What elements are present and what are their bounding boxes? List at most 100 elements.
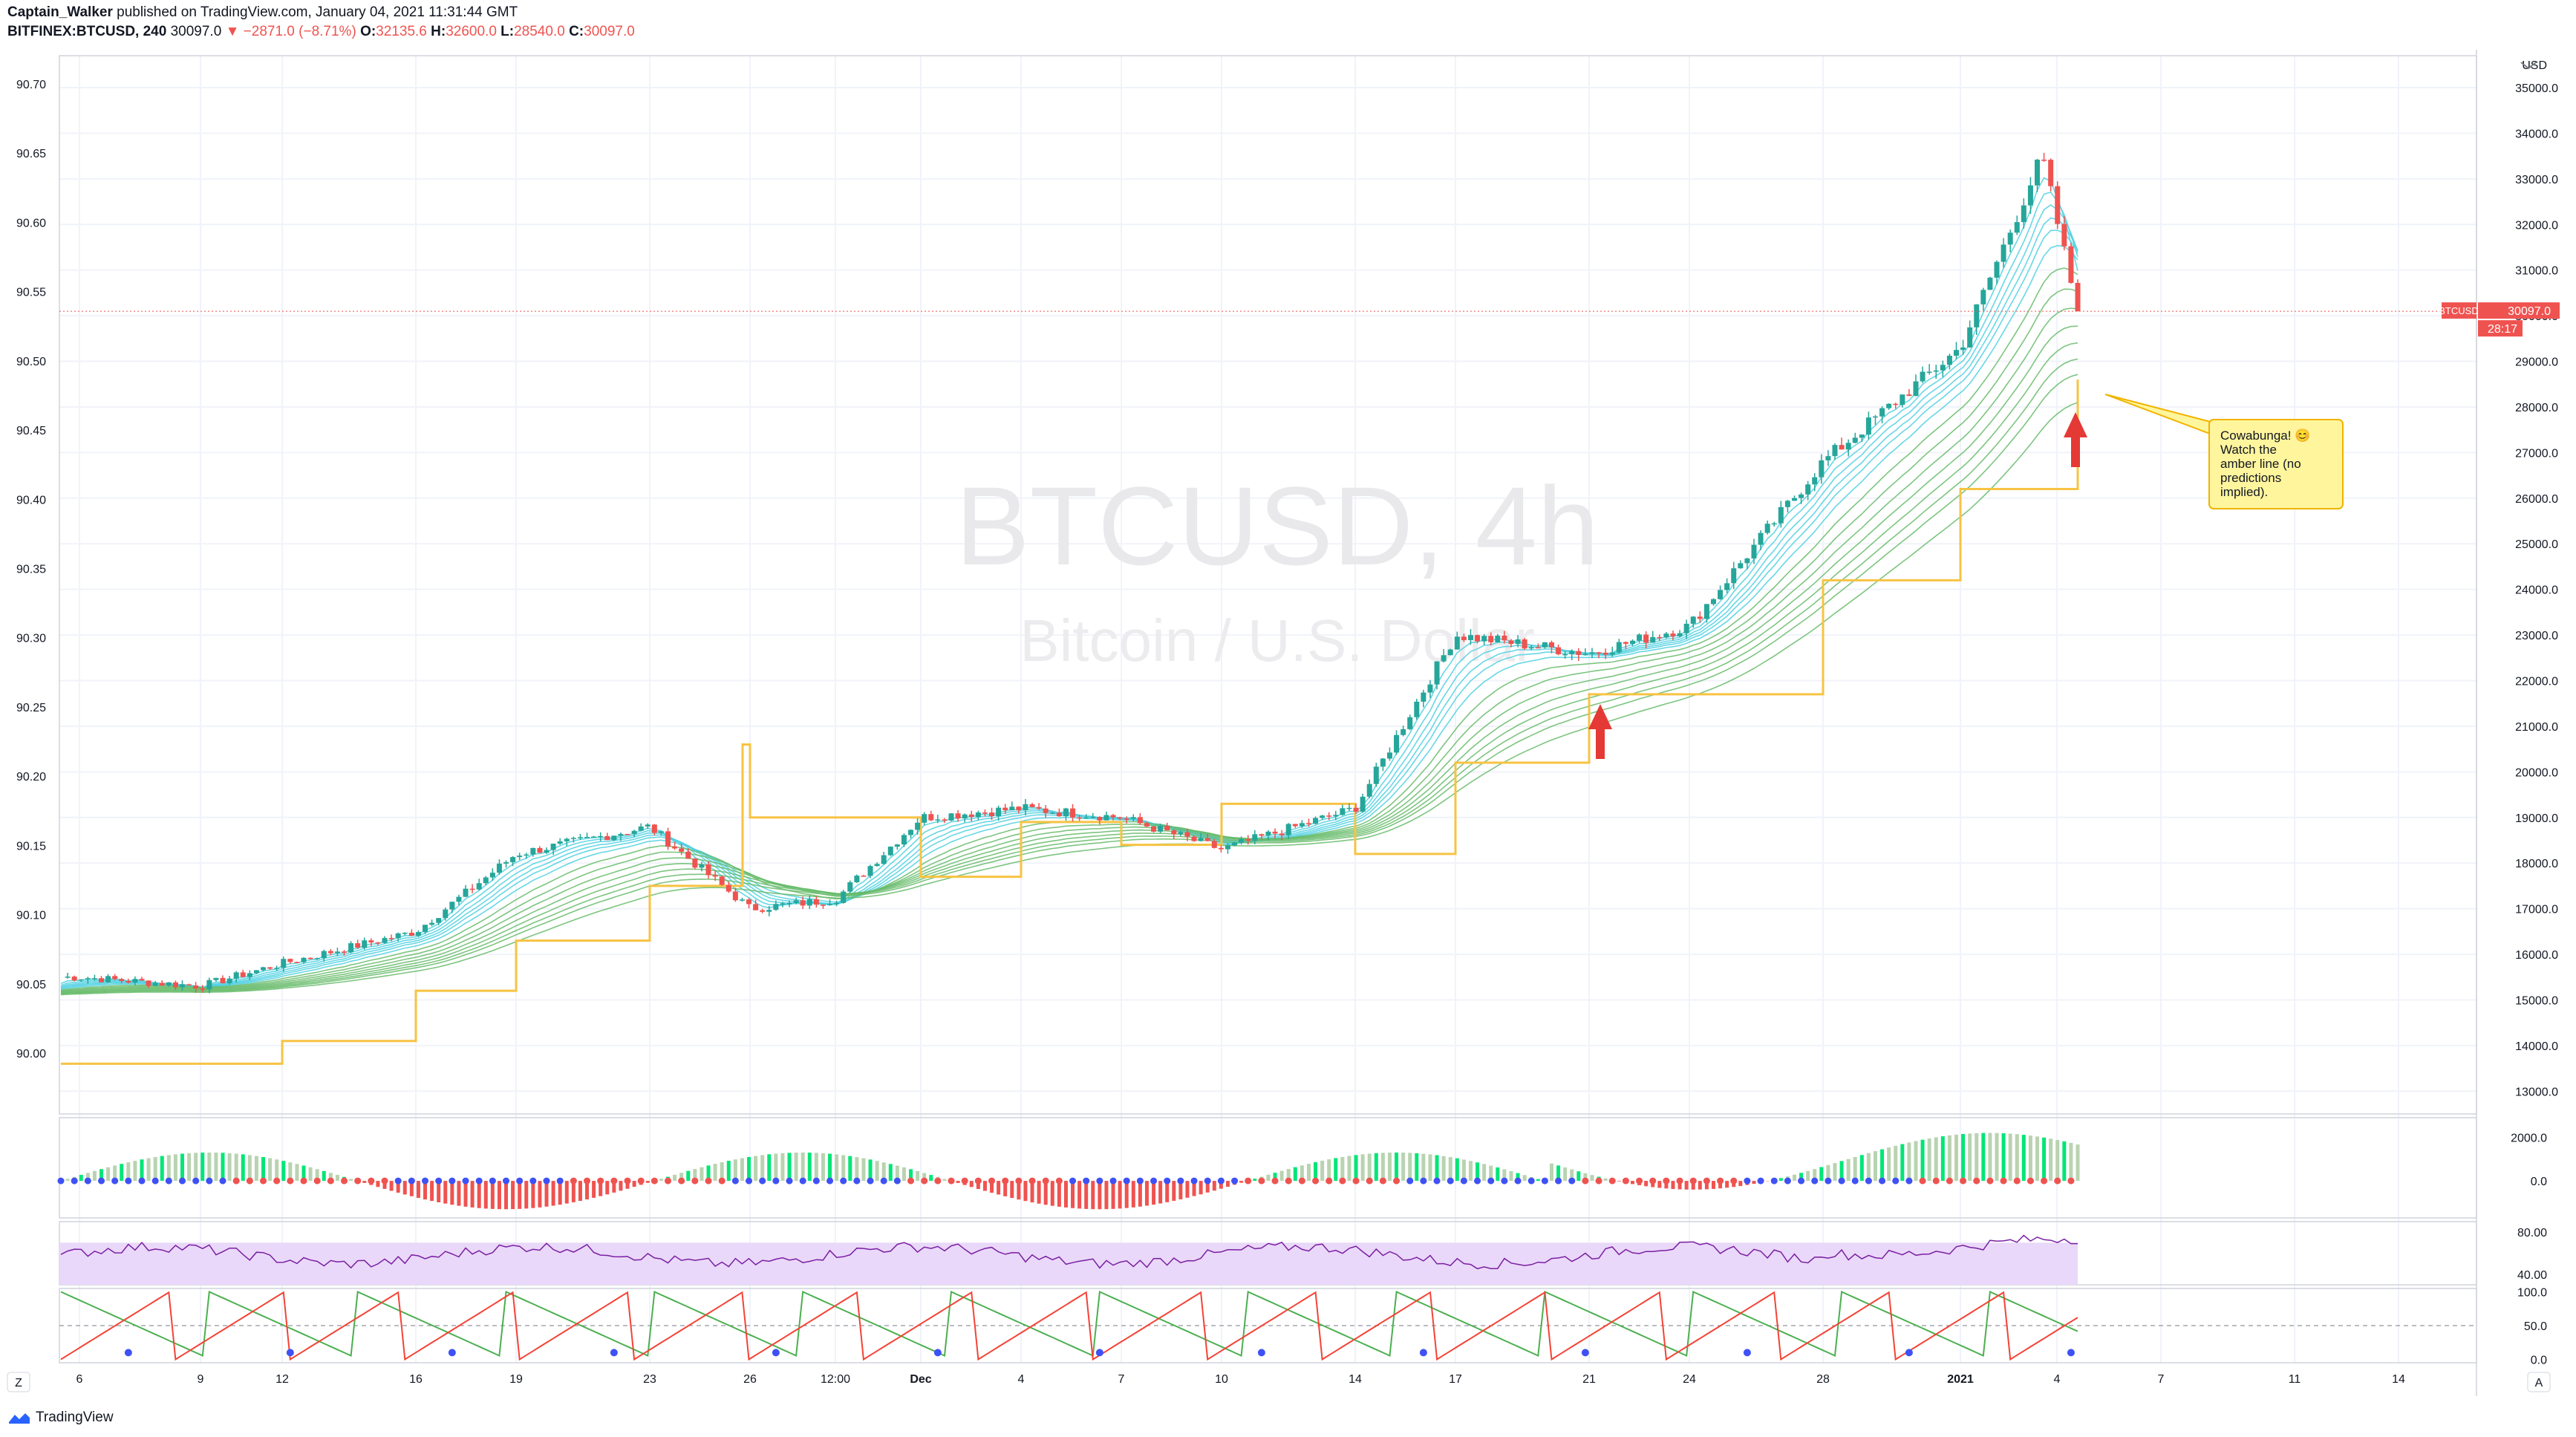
histogram-bar (1084, 1181, 1089, 1209)
candle-down (1906, 394, 1912, 397)
histogram-bar (1563, 1167, 1568, 1182)
candle-down (193, 985, 199, 989)
amber-line (61, 379, 2079, 1065)
histogram-bar (1010, 1181, 1014, 1199)
histogram-bar (1725, 1181, 1729, 1188)
zero-line-dot (179, 1177, 186, 1185)
author-name[interactable]: Captain_Walker (7, 4, 113, 20)
histogram-bar (800, 1152, 805, 1182)
histogram-bar (1334, 1158, 1338, 1182)
candle-down (2075, 282, 2081, 312)
zero-line-dot (300, 1177, 307, 1185)
histogram-bar (1063, 1181, 1068, 1208)
histogram-bar (881, 1162, 886, 1182)
zero-line-dot (1069, 1177, 1077, 1185)
candle-up (874, 864, 880, 867)
candle-up (2001, 244, 2006, 262)
candle-up (483, 877, 489, 884)
candle-up (1805, 484, 1811, 495)
zero-line-dot (503, 1177, 510, 1185)
candle-up (496, 863, 502, 873)
pane-frames (59, 50, 2477, 1396)
auto-scale-button[interactable] (2527, 1372, 2551, 1392)
zero-line-dot (1541, 1177, 1548, 1185)
histogram-bar (1496, 1167, 1500, 1182)
histogram-bar (700, 1167, 704, 1182)
histogram-bar (308, 1167, 313, 1182)
histogram-bar (1968, 1133, 1972, 1182)
stoch-cross-dot (1257, 1349, 1265, 1357)
histogram-bar (794, 1153, 798, 1182)
zero-line-dot (934, 1177, 942, 1185)
zero-line-dot (1703, 1177, 1710, 1185)
histogram-bar (1380, 1153, 1385, 1182)
zero-line-dot (1514, 1177, 1522, 1185)
candle-up (1791, 498, 1797, 501)
zero-line-dot (232, 1177, 240, 1185)
zero-line-dot (125, 1177, 132, 1185)
candle-down (1839, 445, 1845, 450)
candle-up (261, 967, 267, 971)
zero-line-dot (462, 1177, 469, 1185)
footer-brand[interactable]: TradingView (7, 1410, 114, 1426)
histogram-bar (457, 1181, 461, 1206)
histogram-bar (1395, 1152, 1399, 1182)
histogram-bar (1178, 1181, 1183, 1199)
candle-down (1245, 838, 1251, 841)
price-tick-label: 31000.0 (2515, 265, 2558, 278)
zero-line-dot (1096, 1177, 1103, 1185)
price-tick-label: 17000.0 (2515, 904, 2558, 916)
chart-header-ohlc: BITFINEX:BTCUSD, 240 30097.0 ▼ −2871.0 (… (7, 24, 635, 40)
candle-up (1926, 371, 1932, 374)
histogram-bar (828, 1153, 832, 1182)
candle-down (1070, 808, 1076, 818)
time-tick-label: 4 (2054, 1373, 2061, 1386)
log-scale-button[interactable] (7, 1372, 30, 1392)
candle-up (132, 979, 138, 983)
zero-line-dot (1433, 1177, 1441, 1185)
zero-line-dot (1015, 1177, 1023, 1185)
histogram-bar (1306, 1164, 1311, 1182)
candle-up (1421, 692, 1426, 702)
candle-up (901, 835, 907, 845)
zero-line-dot (313, 1177, 321, 1185)
candle-down (2048, 160, 2054, 186)
amber-step-line (61, 379, 2079, 1065)
zero-line-dot (1231, 1177, 1239, 1185)
candle-down (685, 851, 691, 859)
zero-line-dot (1663, 1177, 1670, 1185)
histogram-bar (1887, 1147, 1891, 1182)
candle-up (645, 824, 650, 827)
candle-up (975, 812, 981, 818)
histogram-bar (402, 1181, 407, 1195)
candle-up (841, 891, 847, 903)
zero-line-dot (192, 1177, 200, 1185)
histogram-bar (1225, 1181, 1230, 1187)
histogram-bar (1549, 1163, 1553, 1182)
candle-down (1144, 823, 1150, 827)
zero-line-dot (772, 1177, 780, 1185)
red-arrow-icon (1588, 704, 1612, 759)
candle-down (327, 951, 333, 954)
histogram-bar (1900, 1144, 1905, 1182)
candle-up (206, 980, 212, 990)
histogram-bar (605, 1181, 610, 1195)
histogram-bar (1172, 1181, 1176, 1201)
histogram-bar (1590, 1175, 1594, 1182)
candle-down (287, 959, 293, 962)
histogram-bar (1792, 1174, 1796, 1182)
price-tick-label: 32000.0 (2515, 219, 2558, 232)
histogram-bar (1711, 1181, 1715, 1189)
histogram-bar (1718, 1181, 1723, 1189)
candle-down (1461, 636, 1467, 640)
candle-up (1784, 501, 1790, 507)
histogram-bar (1954, 1134, 1958, 1182)
histogram-bar (1435, 1155, 1439, 1182)
histogram-bar (1752, 1181, 1756, 1185)
candle-up (570, 838, 576, 839)
candle-up (786, 902, 792, 905)
zero-line-dot (1150, 1177, 1158, 1185)
histogram-bar (430, 1181, 434, 1202)
zero-line-dot (1123, 1177, 1130, 1185)
